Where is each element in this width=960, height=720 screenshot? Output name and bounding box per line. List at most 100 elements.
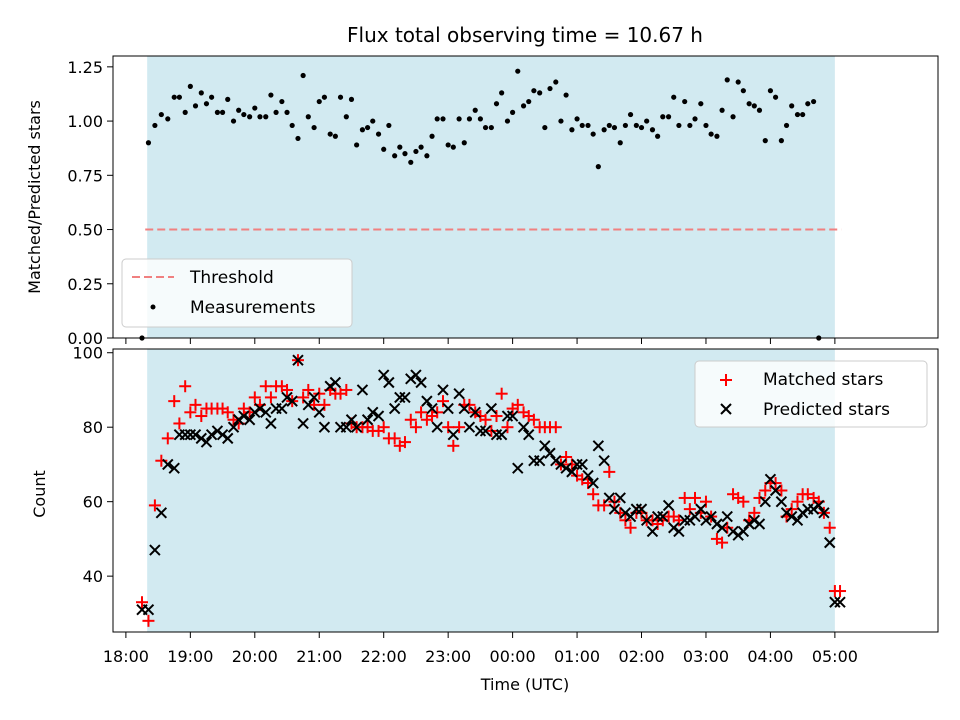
predicted-star-point — [506, 410, 519, 422]
measurement-point — [714, 133, 720, 139]
measurement-point — [198, 90, 204, 96]
measurement-point — [429, 133, 435, 139]
legend-measurements-label: Measurements — [190, 298, 316, 318]
measurement-point — [811, 98, 817, 105]
predicted-star-point — [329, 376, 342, 389]
top-y-tick-label: 1.00 — [67, 112, 103, 131]
measurement-point — [230, 118, 237, 124]
measurement-point — [165, 116, 171, 122]
measurement-point — [316, 98, 322, 105]
legend-matched-label: Matched stars — [763, 370, 883, 390]
measurement-point — [482, 124, 489, 131]
measurement-point — [606, 122, 612, 129]
predicted-star-point — [576, 458, 588, 471]
matched-star-point — [737, 495, 750, 508]
matched-star-point — [431, 406, 444, 419]
measurement-point — [402, 151, 408, 157]
measurement-point — [327, 131, 333, 137]
matched-star-point — [340, 383, 353, 396]
matched-star-point — [248, 391, 261, 404]
measurement-point — [622, 122, 629, 129]
measurement-point — [279, 98, 285, 105]
bottom-y-tick-label: 100 — [72, 344, 103, 363]
predicted-star-point — [651, 510, 664, 523]
predicted-star-point — [463, 421, 476, 433]
matched-star-point — [495, 387, 508, 400]
matched-star-point — [587, 488, 600, 501]
predicted-star-point — [785, 510, 798, 523]
predicted-star-point — [142, 603, 155, 616]
predicted-star-point — [260, 406, 272, 419]
predicted-star-point — [308, 391, 320, 404]
bottom-x-ticks: 18:00 19:00 20:00 21:00 22:00 23:00 00:00 01:00… — [103, 632, 858, 666]
legend-threshold-label: Threshold — [189, 268, 274, 288]
predicted-star-point — [168, 462, 180, 474]
predicted-star-point — [517, 421, 530, 433]
measurement-point — [585, 122, 591, 129]
top-y-tick-label: 0.50 — [67, 221, 103, 240]
predicted-star-point — [818, 507, 830, 519]
measurement-point — [687, 122, 693, 129]
predicted-star-point — [640, 514, 653, 526]
measurement-point — [595, 164, 601, 170]
predicted-star-point — [490, 428, 503, 441]
predicted-star-point — [775, 495, 788, 508]
x-axis-label: Time (UTC) — [480, 675, 569, 694]
matched-star-point — [775, 484, 788, 497]
predicted-star-point — [582, 469, 594, 482]
predicted-star-point — [748, 514, 761, 526]
predicted-star-point — [566, 466, 578, 478]
predicted-star-point — [716, 522, 728, 534]
predicted-star-point — [227, 421, 240, 433]
matched-star-point — [437, 395, 449, 408]
predicted-star-point — [431, 421, 443, 433]
predicted-star-point — [550, 455, 562, 467]
measurement-point — [359, 127, 366, 133]
predicted-star-point — [458, 402, 470, 415]
measurement-point — [182, 109, 188, 115]
predicted-star-point — [705, 510, 717, 523]
predicted-star-point — [587, 477, 599, 489]
top-y-tick-label: 0.00 — [67, 329, 103, 348]
measurement-point — [665, 114, 672, 120]
measurement-point — [450, 144, 456, 150]
measurement-point — [660, 114, 666, 120]
measurement-point — [424, 153, 430, 159]
predicted-star-point — [200, 436, 213, 448]
predicted-star-point — [474, 425, 487, 437]
measurement-point — [321, 94, 328, 100]
matched-star-point — [785, 503, 798, 516]
legend-predicted-label: Predicted stars — [763, 400, 890, 420]
matched-star-point — [490, 410, 503, 423]
matched-star-point — [689, 491, 702, 504]
measurement-point — [698, 101, 704, 107]
predicted-star-point — [367, 406, 379, 419]
measurement-point — [203, 101, 210, 107]
matched-star-point — [168, 395, 181, 408]
predicted-star-point — [479, 425, 492, 437]
measurement-point — [397, 144, 403, 150]
predicted-star-point — [184, 428, 197, 441]
measurement-point — [187, 83, 193, 89]
top-y-tick-label: 0.25 — [67, 275, 103, 294]
matched-star-point — [549, 421, 562, 434]
x-tick-label: 01:00 — [554, 647, 600, 666]
predicted-star-point — [155, 507, 168, 519]
predicted-star-point — [796, 507, 809, 519]
measurement-point — [477, 116, 483, 122]
predicted-star-point — [361, 414, 374, 426]
legend-measurement-swatch — [150, 304, 156, 310]
matched-star-point — [624, 521, 637, 534]
predicted-star-point — [689, 510, 701, 523]
measurement-point — [493, 101, 500, 107]
matched-star-point — [377, 421, 390, 434]
predicted-star-point — [222, 432, 234, 445]
matched-star-point — [189, 398, 202, 411]
measurement-point — [756, 107, 763, 113]
predicted-star-point — [608, 503, 621, 515]
predicted-star-point — [727, 525, 739, 538]
measurement-point — [708, 131, 714, 137]
measurement-point — [574, 116, 580, 122]
predicted-star-point — [571, 458, 583, 471]
measurement-point — [655, 133, 661, 139]
